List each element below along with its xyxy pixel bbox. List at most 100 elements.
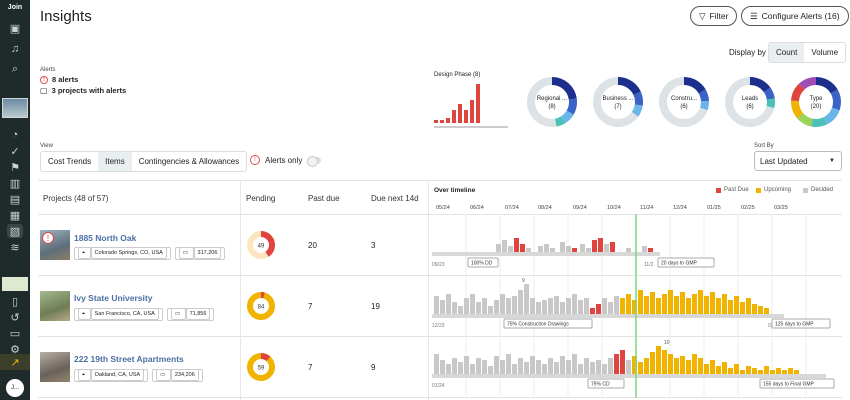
timeline-bar	[506, 298, 511, 314]
timeline-bar	[692, 354, 697, 374]
notifications-icon[interactable]: ♫	[10, 43, 20, 55]
document-icon[interactable]: ▦	[9, 209, 21, 222]
donut-business-count: (7)	[614, 104, 622, 110]
sort-value: Last Updated	[760, 157, 808, 166]
location-pin-icon: ⌖	[78, 369, 91, 381]
legend-label: Upcoming	[764, 187, 792, 193]
header-due-next[interactable]: Due next 14d	[371, 194, 419, 203]
pending-ring[interactable]: 59	[246, 352, 276, 382]
project-name-link[interactable]: Ivy State University	[74, 293, 153, 303]
check-icon[interactable]: ✓	[10, 145, 20, 158]
settings-icon[interactable]: ⚙	[10, 343, 20, 356]
dp-bar	[434, 120, 438, 123]
area-icon: ▭	[156, 369, 171, 381]
timeline-bar	[752, 368, 757, 374]
donut-business[interactable]	[592, 76, 644, 128]
timeline-bar	[578, 364, 583, 374]
design-phase-label: Design Phase (8)	[434, 72, 481, 78]
timeline-bar	[530, 356, 535, 374]
sort-select[interactable]: Last Updated ▼	[754, 151, 842, 171]
timeline-bar	[526, 248, 531, 252]
pending-ring[interactable]: 84	[246, 291, 276, 321]
alert-icon: !	[40, 75, 48, 84]
month-label: 08/24	[538, 205, 552, 211]
pending-ring[interactable]: 49	[246, 230, 276, 260]
tab-contingencies[interactable]: Contingencies & Allowances	[138, 157, 240, 166]
timeline-bar	[572, 354, 577, 374]
design-phase-chart[interactable]	[432, 80, 512, 132]
alert-icon: !	[42, 232, 54, 244]
timeline-bar	[794, 370, 799, 374]
project-name-link[interactable]: 1885 North Oak	[74, 233, 137, 243]
book-icon[interactable]: ▯	[11, 295, 19, 308]
search-icon[interactable]: ⌕	[11, 62, 19, 75]
due-next-count: 3	[371, 241, 376, 250]
left-nav-rail: Join ▣ ♫ ⌕ ◔ ✓ ⚑ ▥ ▤ ▦ ▧ ≋ ▯ ↺ ▭ ⚙ ↗ J..…	[0, 0, 30, 400]
insights-icon[interactable]: ▧	[7, 224, 23, 238]
timeline-bar	[440, 300, 445, 314]
timeline-chart[interactable]: 09/23 11/2 100% DD 20 days to GMP	[430, 214, 842, 398]
timeline-bar	[560, 242, 565, 252]
gmp-label: 155 days to Final GMP	[763, 382, 815, 388]
timeline-bar	[458, 306, 463, 314]
timeline-bar	[530, 298, 535, 314]
tab-items[interactable]: Items	[98, 152, 132, 171]
display-count-option[interactable]: Count	[769, 43, 805, 62]
brand-logo[interactable]: Join	[7, 4, 23, 11]
sidebar-toggle-icon[interactable]: ▣	[9, 22, 21, 35]
user-avatar[interactable]: J...	[6, 379, 24, 397]
timeline-bar	[538, 246, 543, 252]
history-icon[interactable]: ↺	[10, 311, 20, 324]
timeline-bar	[578, 300, 583, 314]
project-name-link[interactable]: 222 19th Street Apartments	[74, 354, 184, 364]
donut-construction[interactable]	[658, 76, 710, 128]
project-meta: ⌖ San Francisco, CA, USA ▭ 71,856	[74, 308, 215, 321]
trend-selector[interactable]	[0, 354, 30, 370]
legend-swatch	[716, 187, 721, 193]
timeline-bar	[758, 306, 763, 314]
alerts-only-filter[interactable]: ! Alerts only	[250, 155, 322, 167]
display-volume-option[interactable]: Volume	[811, 48, 839, 57]
filter-button[interactable]: ▽ Filter	[690, 6, 738, 26]
donut-leads[interactable]	[724, 76, 776, 128]
chart-icon[interactable]: ▥	[9, 177, 21, 190]
project-location: Oakland, CA, USA	[90, 369, 145, 381]
card-icon[interactable]: ▭	[9, 327, 21, 340]
dp-bar	[440, 120, 444, 123]
divider	[240, 180, 241, 400]
flag-icon[interactable]: ⚑	[10, 161, 20, 174]
configure-alerts-button[interactable]: ☰ Configure Alerts (16)	[741, 6, 849, 26]
timeline-end: 11/2	[644, 262, 654, 268]
tab-cost-trends[interactable]: Cost Trends	[48, 157, 92, 166]
header-past-due[interactable]: Past due	[308, 194, 340, 203]
timeline-bar	[650, 292, 655, 314]
timeline-bar	[446, 294, 451, 314]
layers-icon[interactable]: ≋	[10, 241, 20, 254]
project-thumbnail[interactable]	[2, 98, 28, 118]
donut-type[interactable]	[790, 76, 842, 128]
timeline-bar	[542, 300, 547, 314]
project-image[interactable]	[40, 291, 70, 321]
header-projects[interactable]: Projects (48 of 57)	[43, 194, 109, 203]
donut-regional[interactable]	[526, 76, 578, 128]
header-pending[interactable]: Pending	[246, 194, 276, 203]
calendar-icon[interactable]: ▤	[9, 193, 21, 206]
timeline-bar	[584, 358, 589, 374]
company-logo-thumbnail[interactable]	[2, 277, 28, 291]
timeline-bar	[488, 366, 493, 374]
trend-icon[interactable]: ↗	[10, 356, 20, 369]
donut-type-label: Type	[809, 96, 823, 102]
alerts-only-toggle[interactable]	[307, 155, 322, 167]
timeline-bar	[524, 284, 529, 314]
header-timeline: Over timeline	[434, 187, 476, 194]
timeline-bar	[476, 358, 481, 374]
timeline-bar	[482, 360, 487, 374]
month-label: 12/24	[673, 205, 687, 211]
location-pin-icon: ⌖	[78, 247, 91, 259]
timeline-bar	[638, 290, 643, 314]
project-image[interactable]	[40, 352, 70, 382]
timeline-bar	[458, 362, 463, 374]
dashboard-icon[interactable]: ◔	[11, 129, 19, 141]
legend-past-due: Past Due	[716, 187, 749, 193]
timeline-track	[432, 252, 660, 256]
